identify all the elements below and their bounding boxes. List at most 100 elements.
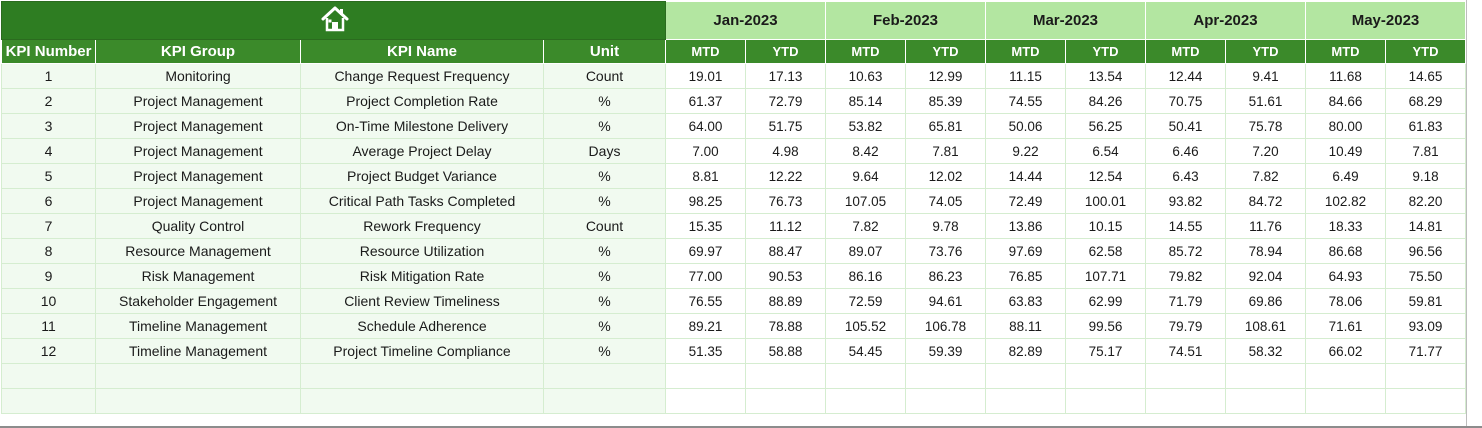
ytd-value-cell[interactable]: 84.26 <box>1065 88 1146 114</box>
empty-cell[interactable] <box>1145 363 1226 389</box>
kpi-group-cell[interactable]: Monitoring <box>95 63 301 89</box>
kpi-name-cell[interactable]: Project Timeline Compliance <box>300 338 544 364</box>
kpi-group-cell[interactable]: Risk Management <box>95 263 301 289</box>
kpi-number-cell[interactable]: 10 <box>1 288 96 314</box>
mtd-value-cell[interactable]: 85.72 <box>1145 238 1226 264</box>
kpi-name-cell[interactable]: On-Time Milestone Delivery <box>300 113 544 139</box>
ytd-value-cell[interactable]: 11.12 <box>745 213 826 239</box>
empty-cell[interactable] <box>1 388 96 414</box>
kpi-number-cell[interactable]: 4 <box>1 138 96 164</box>
mtd-value-cell[interactable]: 71.61 <box>1305 313 1386 339</box>
mtd-value-cell[interactable]: 74.55 <box>985 88 1066 114</box>
ytd-value-cell[interactable]: 4.98 <box>745 138 826 164</box>
mtd-value-cell[interactable]: 9.22 <box>985 138 1066 164</box>
mtd-value-cell[interactable]: 98.25 <box>665 188 746 214</box>
empty-cell[interactable] <box>985 388 1066 414</box>
mtd-value-cell[interactable]: 64.93 <box>1305 263 1386 289</box>
kpi-number-cell[interactable]: 8 <box>1 238 96 264</box>
ytd-value-cell[interactable]: 58.88 <box>745 338 826 364</box>
empty-cell[interactable] <box>1385 388 1466 414</box>
empty-cell[interactable] <box>1145 388 1226 414</box>
ytd-value-cell[interactable]: 106.78 <box>905 313 986 339</box>
ytd-value-cell[interactable]: 14.65 <box>1385 63 1466 89</box>
kpi-number-cell[interactable]: 2 <box>1 88 96 114</box>
mtd-value-cell[interactable]: 85.14 <box>825 88 906 114</box>
ytd-value-cell[interactable]: 7.82 <box>1225 163 1306 189</box>
ytd-value-cell[interactable]: 61.83 <box>1385 113 1466 139</box>
ytd-value-cell[interactable]: 88.47 <box>745 238 826 264</box>
empty-cell[interactable] <box>1 363 96 389</box>
unit-cell[interactable]: % <box>543 188 666 214</box>
mtd-value-cell[interactable]: 53.82 <box>825 113 906 139</box>
mtd-value-cell[interactable]: 11.15 <box>985 63 1066 89</box>
ytd-value-cell[interactable]: 72.79 <box>745 88 826 114</box>
mtd-value-cell[interactable]: 107.05 <box>825 188 906 214</box>
home-icon[interactable] <box>320 4 350 34</box>
ytd-value-cell[interactable]: 11.76 <box>1225 213 1306 239</box>
empty-cell[interactable] <box>1225 363 1306 389</box>
empty-cell[interactable] <box>1065 388 1146 414</box>
kpi-group-cell[interactable]: Timeline Management <box>95 338 301 364</box>
unit-cell[interactable]: Count <box>543 63 666 89</box>
mtd-value-cell[interactable]: 76.55 <box>665 288 746 314</box>
mtd-value-cell[interactable]: 19.01 <box>665 63 746 89</box>
empty-cell[interactable] <box>745 363 826 389</box>
ytd-value-cell[interactable]: 71.77 <box>1385 338 1466 364</box>
mtd-value-cell[interactable]: 10.63 <box>825 63 906 89</box>
empty-cell[interactable] <box>1305 388 1386 414</box>
ytd-value-cell[interactable]: 75.78 <box>1225 113 1306 139</box>
kpi-name-cell[interactable]: Critical Path Tasks Completed <box>300 188 544 214</box>
mtd-value-cell[interactable]: 71.79 <box>1145 288 1226 314</box>
ytd-value-cell[interactable]: 7.20 <box>1225 138 1306 164</box>
ytd-value-cell[interactable]: 75.17 <box>1065 338 1146 364</box>
ytd-value-cell[interactable]: 12.99 <box>905 63 986 89</box>
ytd-value-cell[interactable]: 10.15 <box>1065 213 1146 239</box>
unit-cell[interactable]: % <box>543 88 666 114</box>
ytd-value-cell[interactable]: 9.78 <box>905 213 986 239</box>
empty-cell[interactable] <box>665 388 746 414</box>
ytd-value-cell[interactable]: 75.50 <box>1385 263 1466 289</box>
ytd-value-cell[interactable]: 9.18 <box>1385 163 1466 189</box>
ytd-value-cell[interactable]: 76.73 <box>745 188 826 214</box>
mtd-value-cell[interactable]: 72.59 <box>825 288 906 314</box>
empty-cell[interactable] <box>825 363 906 389</box>
ytd-value-cell[interactable]: 9.41 <box>1225 63 1306 89</box>
ytd-value-cell[interactable]: 59.81 <box>1385 288 1466 314</box>
kpi-group-cell[interactable]: Timeline Management <box>95 313 301 339</box>
kpi-name-cell[interactable]: Rework Frequency <box>300 213 544 239</box>
mtd-value-cell[interactable]: 69.97 <box>665 238 746 264</box>
empty-cell[interactable] <box>1065 363 1146 389</box>
mtd-value-cell[interactable]: 9.64 <box>825 163 906 189</box>
mtd-value-cell[interactable]: 12.44 <box>1145 63 1226 89</box>
ytd-value-cell[interactable]: 51.61 <box>1225 88 1306 114</box>
mtd-value-cell[interactable]: 102.82 <box>1305 188 1386 214</box>
mtd-value-cell[interactable]: 97.69 <box>985 238 1066 264</box>
mtd-value-cell[interactable]: 61.37 <box>665 88 746 114</box>
ytd-value-cell[interactable]: 13.54 <box>1065 63 1146 89</box>
unit-cell[interactable]: Count <box>543 213 666 239</box>
mtd-value-cell[interactable]: 50.41 <box>1145 113 1226 139</box>
ytd-value-cell[interactable]: 93.09 <box>1385 313 1466 339</box>
ytd-value-cell[interactable]: 94.61 <box>905 288 986 314</box>
mtd-value-cell[interactable]: 79.79 <box>1145 313 1226 339</box>
mtd-value-cell[interactable]: 82.89 <box>985 338 1066 364</box>
empty-cell[interactable] <box>543 363 666 389</box>
kpi-name-cell[interactable]: Resource Utilization <box>300 238 544 264</box>
ytd-value-cell[interactable]: 78.94 <box>1225 238 1306 264</box>
empty-cell[interactable] <box>95 388 301 414</box>
ytd-value-cell[interactable]: 58.32 <box>1225 338 1306 364</box>
kpi-name-cell[interactable]: Project Budget Variance <box>300 163 544 189</box>
ytd-value-cell[interactable]: 73.76 <box>905 238 986 264</box>
ytd-value-cell[interactable]: 69.86 <box>1225 288 1306 314</box>
ytd-value-cell[interactable]: 12.02 <box>905 163 986 189</box>
kpi-number-cell[interactable]: 7 <box>1 213 96 239</box>
mtd-value-cell[interactable]: 78.06 <box>1305 288 1386 314</box>
kpi-group-cell[interactable]: Quality Control <box>95 213 301 239</box>
mtd-value-cell[interactable]: 7.82 <box>825 213 906 239</box>
empty-cell[interactable] <box>95 363 301 389</box>
mtd-value-cell[interactable]: 86.68 <box>1305 238 1386 264</box>
ytd-value-cell[interactable]: 88.89 <box>745 288 826 314</box>
mtd-value-cell[interactable]: 63.83 <box>985 288 1066 314</box>
mtd-value-cell[interactable]: 6.49 <box>1305 163 1386 189</box>
ytd-value-cell[interactable]: 85.39 <box>905 88 986 114</box>
